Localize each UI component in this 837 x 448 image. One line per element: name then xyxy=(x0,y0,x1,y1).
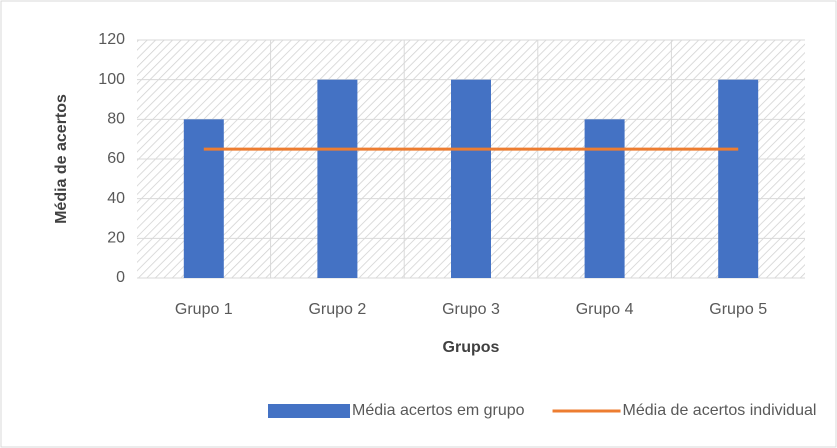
bar xyxy=(451,79,491,279)
legend-swatch xyxy=(268,404,350,418)
x-tick-label: Grupo 3 xyxy=(442,301,500,318)
legend-label: Média de acertos individual xyxy=(623,402,817,419)
y-tick-label: 20 xyxy=(107,230,125,247)
bar xyxy=(584,119,625,278)
x-tick-label: Grupo 5 xyxy=(709,301,767,318)
y-axis-title: Média de acertos xyxy=(53,94,70,224)
bar xyxy=(317,79,358,279)
x-tick-label: Grupo 2 xyxy=(308,301,366,318)
y-tick-label: 120 xyxy=(98,31,125,48)
x-tick-label: Grupo 4 xyxy=(576,301,634,318)
legend-label: Média acertos em grupo xyxy=(352,402,525,419)
bar xyxy=(718,79,759,279)
bar xyxy=(183,119,224,278)
y-tick-label: 100 xyxy=(98,71,125,88)
y-tick-label: 0 xyxy=(116,269,125,286)
y-tick-label: 40 xyxy=(107,190,125,207)
y-tick-label: 80 xyxy=(107,111,125,128)
x-axis-title: Grupos xyxy=(443,339,500,356)
x-tick-label: Grupo 1 xyxy=(175,301,233,318)
y-tick-label: 60 xyxy=(107,150,125,167)
